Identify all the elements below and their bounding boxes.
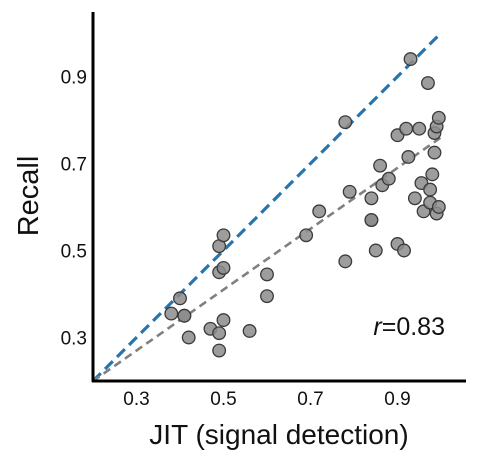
scatter-point — [342, 184, 357, 199]
scatter-point — [412, 121, 427, 136]
scatter-point — [299, 228, 314, 243]
scatter-point — [397, 243, 411, 258]
scatter-point — [338, 254, 353, 269]
x-tick-label: 0.3 — [123, 389, 149, 410]
scatter-point — [427, 145, 442, 160]
scatter-point — [425, 167, 440, 182]
scatter-point — [431, 200, 446, 214]
y-axis-title: Recall — [13, 156, 45, 237]
correlation-annotation: r=0.83 — [373, 313, 445, 341]
scatter-point — [216, 228, 231, 243]
correlation-value: =0.83 — [382, 313, 445, 341]
identity-line — [91, 31, 443, 383]
scatter-point — [373, 158, 388, 173]
scatter-point — [312, 204, 327, 219]
y-tick-label: 0.5 — [61, 242, 87, 263]
scatter-point — [364, 213, 379, 228]
scatter-point — [421, 76, 435, 90]
y-tick-label: 0.3 — [61, 329, 87, 350]
scatter-point — [401, 150, 416, 164]
scatter-point — [338, 115, 353, 130]
scatter-point — [164, 306, 179, 321]
tick-labels: 0.3 0.5 0.7 0.9 0.3 0.5 0.7 0.9 — [61, 68, 411, 411]
axes — [91, 12, 466, 383]
scatter-point — [407, 191, 422, 206]
y-tick-label: 0.9 — [61, 68, 87, 89]
scatter-point — [368, 243, 383, 258]
scatter-point — [216, 260, 231, 275]
scatter-point — [423, 182, 438, 197]
scatter-point — [216, 313, 231, 328]
scatter-point — [364, 191, 379, 206]
x-axis-title: JIT (signal detection) — [149, 419, 408, 450]
x-tick-label: 0.9 — [384, 389, 410, 410]
scatter-point — [181, 330, 196, 345]
scatter-point — [173, 291, 187, 306]
scatter-point — [212, 343, 227, 358]
y-tick-label: 0.7 — [61, 155, 87, 176]
scatter-point — [260, 289, 274, 304]
scatter-point — [260, 267, 274, 282]
scatter-point — [242, 324, 257, 338]
scatter-point — [381, 171, 396, 186]
correlation-variable: r — [373, 313, 383, 341]
x-tick-label: 0.7 — [297, 389, 323, 410]
scatter-point — [177, 308, 192, 323]
scatter-point — [212, 326, 227, 341]
scatter-point — [431, 110, 446, 125]
data-points — [164, 52, 446, 358]
scatter-point — [399, 121, 414, 136]
x-tick-label: 0.5 — [210, 389, 236, 410]
scatter-point — [403, 52, 418, 67]
